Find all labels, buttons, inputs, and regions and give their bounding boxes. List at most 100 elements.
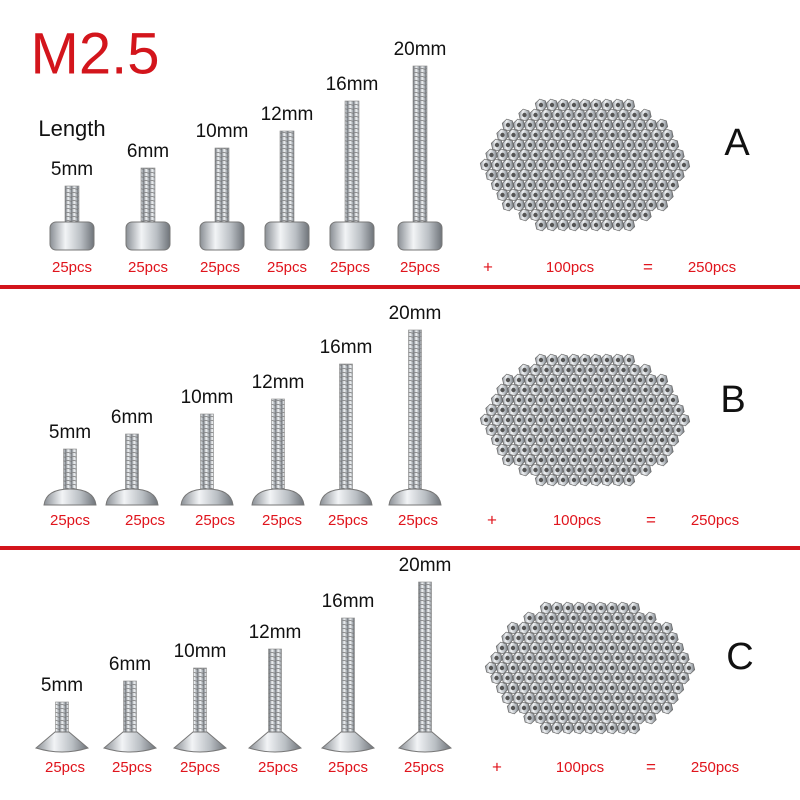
nut-hole [560,202,566,208]
nut-hole [604,122,610,128]
nut-hole [637,142,643,148]
nut-hole [609,685,615,691]
nut-hole [637,457,643,463]
nut-hole [604,635,609,641]
nut-hole [538,477,544,483]
nut-hole [620,685,626,691]
nut-hole [642,685,648,691]
nut-hole [494,437,500,443]
nut-hole [626,695,631,701]
nut-hole [604,615,609,621]
nut-hole [522,172,527,178]
nut-hole [676,407,681,413]
nut-hole [538,635,543,641]
nut-hole [670,182,676,188]
length-label: 16mm [320,337,373,358]
nut-hole [604,695,609,701]
nut-hole [566,447,571,453]
nut-hole [588,367,593,373]
nut-hole [615,142,621,148]
nut-hole [626,357,632,363]
nut-hole [483,162,489,168]
count-label: 25pcs [52,259,92,276]
nut-hole [654,447,659,453]
nut-hole [533,172,538,178]
nut-hole [670,695,675,701]
nut-hole [626,377,632,383]
nut-hole [489,407,494,413]
nut-hole [615,615,620,621]
nut-hole [533,212,538,218]
nut-hole [621,112,626,118]
nut-hole [560,357,566,363]
nut-hole [637,202,643,208]
nut-hole [664,685,670,691]
nut-hole [588,467,593,473]
nut-hole [532,685,538,691]
nut-hole [510,625,516,631]
equals: = [646,510,656,529]
length-label: 10mm [174,641,227,662]
nut-hole [631,665,637,671]
nut-hole [499,645,505,651]
nut-hole [598,685,604,691]
nut-hole [599,212,604,218]
nut-hole [555,407,560,413]
screw-shaft [125,433,139,490]
nut-hole [643,407,648,413]
nut-hole [566,152,571,158]
nut-hole [577,467,582,473]
nut-hole [571,437,577,443]
nut-hole [516,122,522,128]
nut-hole [648,615,653,621]
nut-hole [665,192,670,198]
nut-hole [659,635,664,641]
nut-hole [637,655,642,661]
nut-hole [653,705,659,711]
total: 250pcs [688,259,736,276]
nut-hole [637,182,643,188]
section-letter: A [724,122,750,164]
nut-hole [522,467,527,473]
nut-hole [571,222,577,228]
nut-hole [610,407,615,413]
nut-hole [576,645,582,651]
screw-head [102,731,158,753]
nut-hole [599,152,604,158]
nut-hole [643,192,648,198]
length-label: 12mm [249,622,302,643]
nut-hole [522,132,527,138]
nut-hole [582,142,588,148]
nut-hole [588,212,593,218]
nut-hole [522,387,527,393]
length-label: 20mm [389,303,442,324]
nut-hole [593,122,599,128]
nut-hole [593,142,599,148]
nut-hole [681,655,686,661]
nut-hole [577,132,582,138]
nut-hole [554,605,560,611]
nut-hole [610,112,615,118]
nut-hole [554,625,560,631]
nut-hole [626,102,632,108]
nut-hole [500,152,505,158]
nut-hole [500,172,505,178]
nut-hole [599,192,604,198]
nut-hole [604,655,609,661]
nut-hole [598,725,604,731]
nut-hole [527,182,533,188]
nut-hole [610,427,615,433]
nut-hole [593,635,598,641]
nut-hole [500,427,505,433]
length-label: 5mm [49,422,91,443]
nut-hole [626,202,632,208]
nut-hole [560,417,566,423]
nut-hole [522,212,527,218]
nut-hole [604,377,610,383]
nut-hole [631,725,637,731]
nut-hole [505,655,510,661]
screw-shaft [55,701,69,733]
nut-hole [494,417,500,423]
nut-hole [659,202,665,208]
